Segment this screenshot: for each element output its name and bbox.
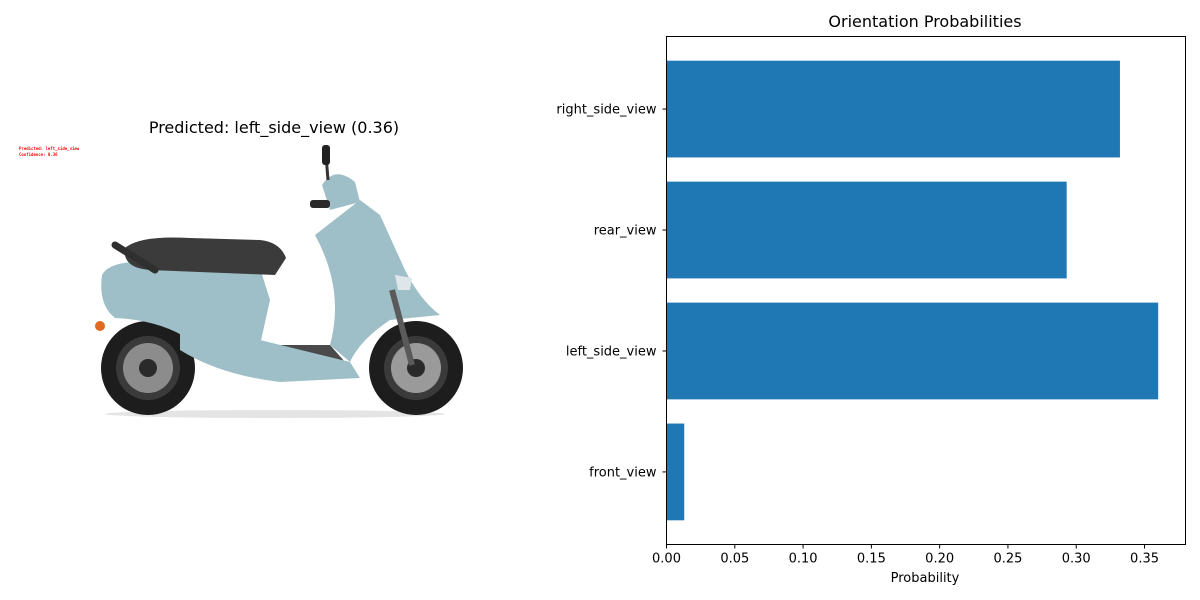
- x-tick-label: 0.05: [720, 552, 749, 567]
- grab-rail: [111, 241, 159, 274]
- x-tick-label: 0.25: [993, 552, 1022, 567]
- seat: [124, 237, 286, 275]
- scooter-image: [95, 145, 463, 418]
- x-axis: 0.00 0.05 0.10 0.15 0.20 0.25 0.30 0.35: [652, 544, 1159, 567]
- image-title: Predicted: left_side_view (0.36): [148, 118, 400, 137]
- front-apron: [315, 200, 440, 362]
- y-tick-label: front_view: [589, 465, 657, 480]
- x-tick-label: 0.35: [1130, 552, 1159, 567]
- rear-body-panel: [101, 261, 270, 345]
- front-fork: [389, 289, 415, 366]
- ground-shadow: [105, 410, 445, 418]
- rear-wheel: [101, 321, 195, 415]
- chart-title: Orientation Probabilities: [828, 12, 1021, 31]
- x-tick-label: 0.20: [925, 552, 954, 567]
- x-axis-title: Probability: [891, 571, 960, 586]
- x-tick-label: 0.10: [789, 552, 818, 567]
- bar-front-view: [666, 423, 685, 521]
- handlebar: [322, 174, 360, 210]
- bar-right-side-view: [666, 60, 1120, 158]
- bar-rear-view: [666, 181, 1067, 279]
- y-tick-label: right_side_view: [556, 103, 656, 118]
- prediction-overlay-text: Predicted: left_side_view Confidence: 0.…: [19, 146, 79, 158]
- front-wheel: [369, 321, 463, 415]
- headlamp: [395, 275, 412, 290]
- bars-group: [666, 60, 1159, 521]
- y-tick-label: rear_view: [594, 224, 657, 239]
- x-tick-label: 0.15: [857, 552, 886, 567]
- body-skirt: [180, 330, 360, 382]
- overlay-prediction-line: Predicted: left_side_view: [19, 146, 80, 151]
- bar-left-side-view: [666, 302, 1159, 400]
- x-tick-label: 0.30: [1062, 552, 1091, 567]
- mirror: [322, 145, 330, 165]
- tail-light: [95, 321, 105, 331]
- y-axis: front_view left_side_view rear_view right_s…: [556, 103, 667, 480]
- plot-frame: [666, 36, 1186, 545]
- x-tick-label: 0.00: [652, 552, 681, 567]
- y-tick-label: left_side_view: [566, 344, 657, 359]
- grip: [310, 200, 330, 208]
- overlay-confidence-line: Confidence: 0.36: [19, 152, 58, 157]
